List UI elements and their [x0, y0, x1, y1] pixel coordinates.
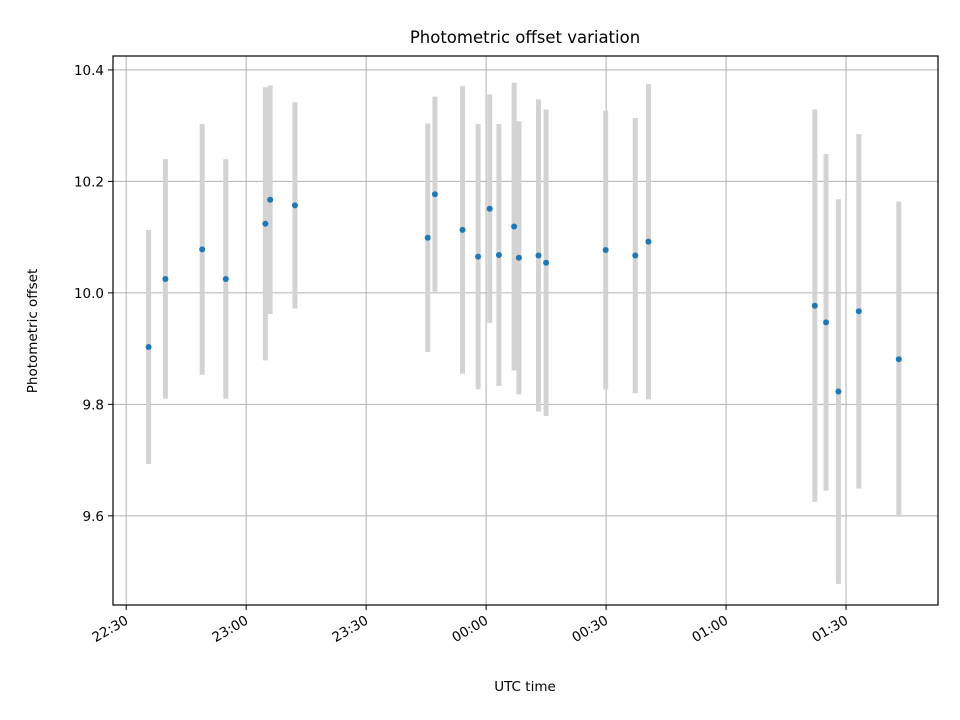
data-point	[855, 308, 862, 315]
y-tick-label: 9.6	[83, 509, 104, 525]
data-point	[459, 226, 466, 233]
y-tick-label: 10.4	[74, 63, 104, 79]
y-axis-label: Photometric offset	[25, 269, 41, 393]
data-point	[645, 238, 652, 245]
data-point	[895, 356, 902, 363]
y-tick-label: 9.8	[83, 397, 104, 413]
y-axis-ticks: 9.6 9.8 10.0 10.2 10.4	[74, 63, 113, 525]
data-point	[424, 234, 431, 241]
data-point	[222, 275, 229, 282]
x-axis-label: UTC time	[494, 679, 556, 695]
data-points	[145, 191, 902, 395]
data-point	[291, 202, 298, 209]
data-point	[811, 302, 818, 309]
data-point	[145, 343, 152, 350]
data-point	[535, 252, 542, 259]
y-tick-label: 10.2	[74, 174, 104, 190]
data-point	[486, 205, 493, 212]
plot-frame	[112, 55, 939, 606]
data-point	[511, 223, 518, 230]
data-point	[262, 220, 269, 227]
data-point	[267, 196, 274, 203]
grid	[113, 56, 938, 605]
chart-title: Photometric offset variation	[410, 28, 640, 47]
data-point	[823, 319, 830, 326]
data-point	[602, 246, 609, 253]
data-point	[199, 246, 206, 253]
data-point	[495, 251, 502, 258]
data-point	[835, 388, 842, 395]
data-point	[515, 254, 522, 261]
data-point	[632, 252, 639, 259]
data-point	[162, 275, 169, 282]
data-point	[543, 259, 550, 266]
data-point	[475, 253, 482, 260]
y-tick-label: 10.0	[74, 286, 104, 302]
data-point	[431, 191, 438, 198]
